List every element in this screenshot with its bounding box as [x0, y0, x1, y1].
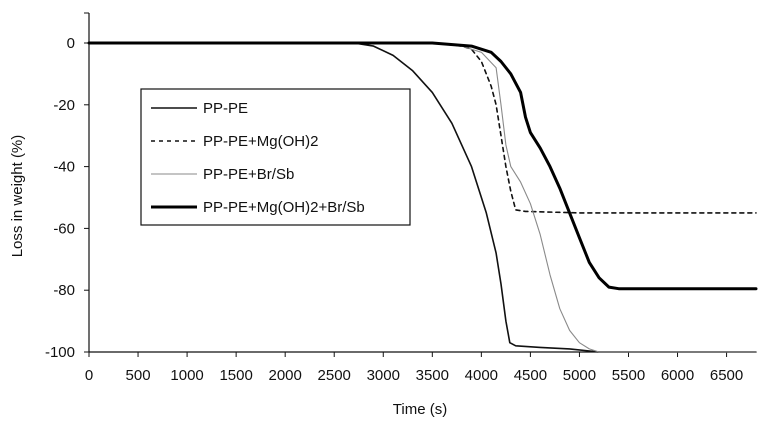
x-tick-label: 6500	[710, 367, 743, 384]
series-line-4	[87, 41, 758, 291]
legend-label-2: PP-PE+Mg(OH)2	[203, 133, 318, 150]
x-tick-label: 500	[126, 367, 151, 384]
x-tick-label: 2500	[318, 367, 351, 384]
x-tick-label: 5500	[612, 367, 645, 384]
y-tick-label: -60	[53, 220, 75, 237]
x-tick-label: 4000	[465, 367, 498, 384]
axes: 0 -20 -40 -60 -80 -100 0 500 1000 1500 2000 2500 300…	[45, 12, 756, 384]
series-line-3	[88, 42, 757, 353]
x-tick-label: 1000	[170, 367, 203, 384]
x-tick-label: 0	[85, 367, 93, 384]
series-line-1	[88, 42, 757, 353]
y-tick-label: -100	[45, 344, 75, 361]
legend-label-1: PP-PE	[203, 100, 248, 117]
y-axis-title: Loss in weight (%)	[9, 135, 26, 258]
y-tick-label: -20	[53, 97, 75, 114]
legend-label-3: PP-PE+Br/Sb	[203, 166, 294, 183]
y-tick-label: 0	[67, 35, 75, 52]
x-tick-label: 4500	[514, 367, 547, 384]
y-tick-label: -80	[53, 282, 75, 299]
x-axis-title: Time (s)	[393, 401, 447, 418]
legend-box	[140, 88, 411, 226]
y-tick-label: -40	[53, 159, 75, 176]
x-tick-label: 6000	[661, 367, 694, 384]
series-line-2	[88, 42, 757, 214]
series-lines	[87, 41, 758, 353]
x-tick-label: 1500	[219, 367, 252, 384]
x-tick-label: 5000	[563, 367, 596, 384]
x-tick-label: 2000	[268, 367, 301, 384]
x-tick-label: 3500	[416, 367, 449, 384]
x-tick-label: 3000	[367, 367, 400, 384]
legend-label-4: PP-PE+Mg(OH)2+Br/Sb	[203, 199, 365, 216]
legend: PP-PE PP-PE+Mg(OH)2 PP-PE+Br/Sb PP-PE+Mg(OH…	[140, 88, 411, 226]
